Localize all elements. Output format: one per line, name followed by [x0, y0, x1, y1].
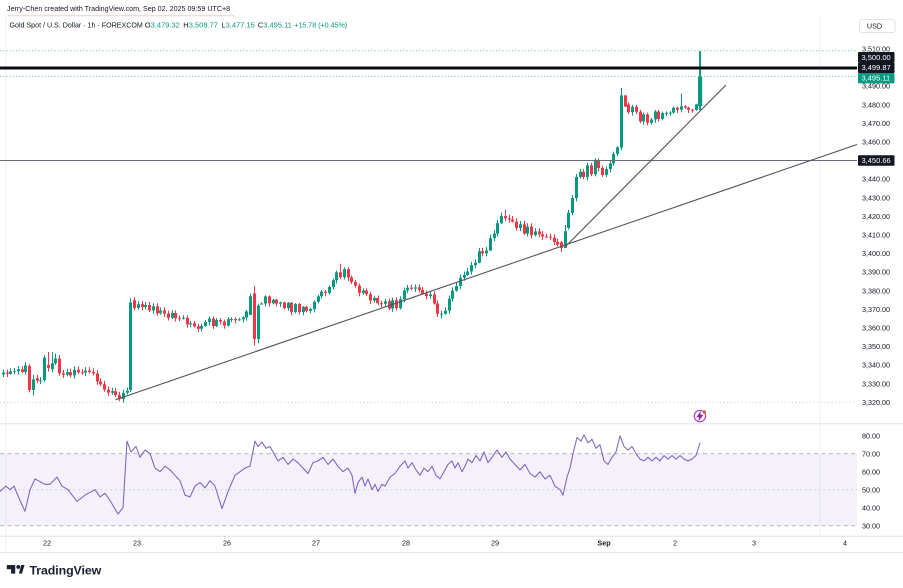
svg-text:3,490.00: 3,490.00 — [862, 82, 890, 91]
svg-text:+15.78 (+0.45%): +15.78 (+0.45%) — [294, 22, 347, 30]
svg-text:60.00: 60.00 — [862, 467, 880, 476]
svg-text:3,330.00: 3,330.00 — [862, 379, 890, 388]
svg-text:27: 27 — [312, 539, 320, 548]
svg-text:3,370.00: 3,370.00 — [862, 305, 890, 314]
svg-text:3,320.00: 3,320.00 — [862, 398, 890, 407]
svg-text:3,450.66: 3,450.66 — [862, 156, 891, 165]
svg-text:3,440.00: 3,440.00 — [862, 175, 890, 184]
svg-text:2: 2 — [673, 539, 677, 548]
svg-text:70.00: 70.00 — [862, 449, 880, 458]
svg-text:3,340.00: 3,340.00 — [862, 361, 890, 370]
svg-text:26: 26 — [223, 539, 231, 548]
svg-text:3,430.00: 3,430.00 — [862, 193, 890, 202]
svg-text:3,500.00: 3,500.00 — [862, 53, 891, 62]
svg-text:3,350.00: 3,350.00 — [862, 342, 890, 351]
svg-text:4: 4 — [843, 539, 847, 548]
svg-text:3: 3 — [752, 539, 756, 548]
svg-text:Gold Spot / U.S. Dollar · 1h ·: Gold Spot / U.S. Dollar · 1h · FOREXCOM — [10, 22, 143, 30]
svg-text:50.00: 50.00 — [862, 485, 880, 494]
svg-text:22: 22 — [43, 539, 51, 548]
svg-text:L3,477.15: L3,477.15 — [221, 21, 254, 30]
svg-text:30.00: 30.00 — [862, 521, 880, 530]
svg-text:3,460.00: 3,460.00 — [862, 138, 890, 147]
svg-text:80.00: 80.00 — [862, 431, 880, 440]
svg-text:C3,495.11: C3,495.11 — [258, 21, 292, 30]
svg-text:3,410.00: 3,410.00 — [862, 231, 890, 240]
svg-text:3,510.00: 3,510.00 — [862, 45, 890, 54]
svg-text:3,420.00: 3,420.00 — [862, 212, 890, 221]
svg-text:3,360.00: 3,360.00 — [862, 324, 890, 333]
svg-text:23: 23 — [133, 539, 141, 548]
svg-text:28: 28 — [402, 539, 410, 548]
svg-text:Sep: Sep — [597, 539, 611, 548]
svg-text:USD: USD — [867, 22, 882, 31]
svg-text:3,495.11: 3,495.11 — [862, 74, 891, 83]
svg-text:TradingView: TradingView — [30, 563, 102, 577]
svg-text:3,470.00: 3,470.00 — [862, 119, 890, 128]
svg-text:O3,479.32: O3,479.32 — [145, 21, 180, 30]
svg-text:29: 29 — [491, 539, 499, 548]
svg-text:Jerry-Chen created with Tradin: Jerry-Chen created with TradingView.com,… — [7, 5, 230, 13]
svg-text:40.00: 40.00 — [862, 503, 880, 512]
svg-text:3,400.00: 3,400.00 — [862, 249, 890, 258]
svg-text:3,499.87: 3,499.87 — [862, 63, 891, 72]
svg-text:3,390.00: 3,390.00 — [862, 268, 890, 277]
svg-text:3,480.00: 3,480.00 — [862, 100, 890, 109]
svg-text:3,380.00: 3,380.00 — [862, 286, 890, 295]
svg-text:H3,508.77: H3,508.77 — [183, 21, 218, 30]
